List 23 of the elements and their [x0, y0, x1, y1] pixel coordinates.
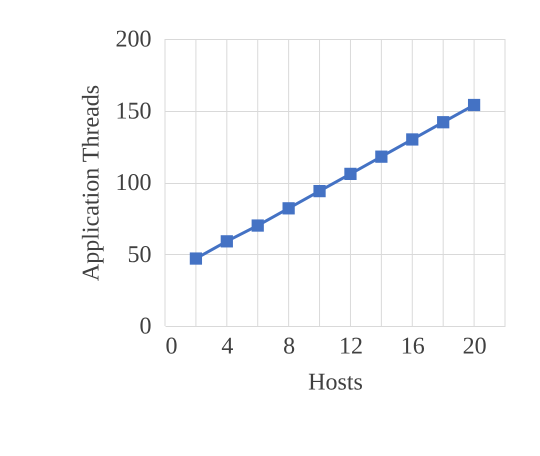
point [252, 219, 264, 232]
x-axis-title: Hosts [308, 370, 363, 396]
y-tick-label: 50 [128, 242, 152, 268]
x-tick-label: 12 [338, 334, 363, 360]
y-axis-title: Application Threads [78, 84, 104, 282]
point [313, 184, 326, 198]
point [437, 116, 450, 128]
y-tick-label: 0 [140, 314, 152, 340]
y-tick-label: 200 [116, 26, 152, 52]
point [190, 252, 202, 265]
point [282, 202, 295, 214]
point [468, 98, 480, 112]
x-tick-label: 0 [166, 334, 178, 360]
point [375, 150, 388, 163]
y-tick-label: 100 [116, 170, 152, 196]
point [220, 235, 233, 248]
point [406, 133, 418, 146]
x-tick-label: 4 [221, 334, 234, 360]
y-tick-label: 150 [116, 98, 152, 124]
x-tick-label: 20 [462, 334, 487, 360]
x-tick-label: 16 [400, 334, 425, 360]
point [344, 168, 357, 180]
x-tick-label: 8 [283, 334, 296, 360]
